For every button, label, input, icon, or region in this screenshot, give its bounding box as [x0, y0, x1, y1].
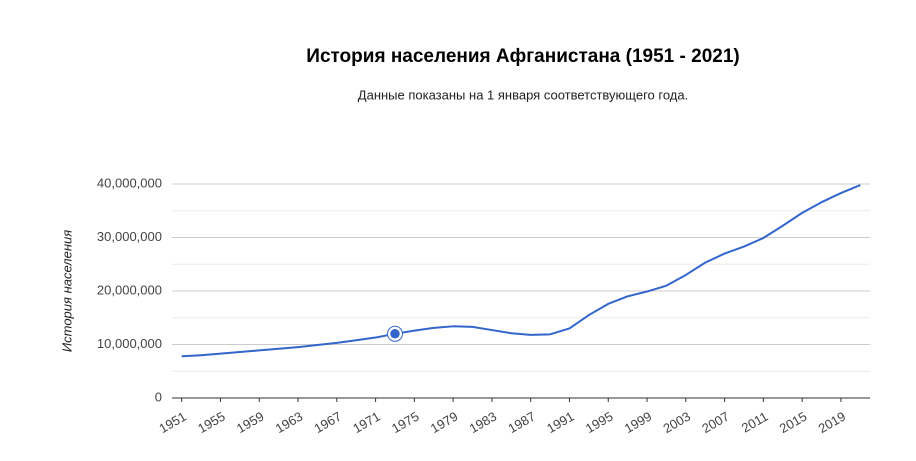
x-tick-label: 1999	[622, 409, 655, 436]
x-tick-label: 1971	[350, 409, 383, 436]
x-tick-label: 1983	[467, 409, 500, 436]
chart-subtitle: Данные показаны на 1 января соответствую…	[358, 87, 688, 102]
line	[181, 184, 861, 358]
x-tick-label: 1963	[273, 409, 306, 436]
x-tick-label: 2011	[739, 409, 771, 436]
x-tick-label: 2015	[777, 409, 810, 436]
highlight-point	[387, 326, 403, 342]
x-tick-label: 2003	[660, 409, 693, 436]
x-tick-label: 1967	[311, 409, 344, 436]
x-tick-label: 1991	[544, 409, 577, 436]
x-tick-label: 2007	[699, 409, 732, 436]
chart-title: История населения Афганистана (1951 - 20…	[306, 46, 739, 67]
x-tick-label: 1955	[195, 409, 228, 436]
x-tick-label: 1979	[428, 409, 461, 436]
y-tick-label: 10,000,000	[97, 336, 162, 351]
x-tick-label: 1959	[234, 409, 267, 436]
x-tick-label: 1951	[156, 409, 189, 436]
x-tick-label: 1987	[505, 409, 538, 436]
y-tick-label: 40,000,000	[97, 175, 162, 190]
y-tick-label: 30,000,000	[97, 229, 162, 244]
highlight-ring	[386, 325, 403, 342]
x-tick-label: 1995	[583, 409, 616, 436]
y-tick-label: 0	[155, 389, 162, 404]
x-tick-label: 1975	[389, 409, 422, 436]
x-tick-label: 2019	[816, 409, 849, 436]
y-axis-label: История населения	[59, 230, 74, 352]
y-tick-label: 20,000,000	[97, 282, 162, 297]
